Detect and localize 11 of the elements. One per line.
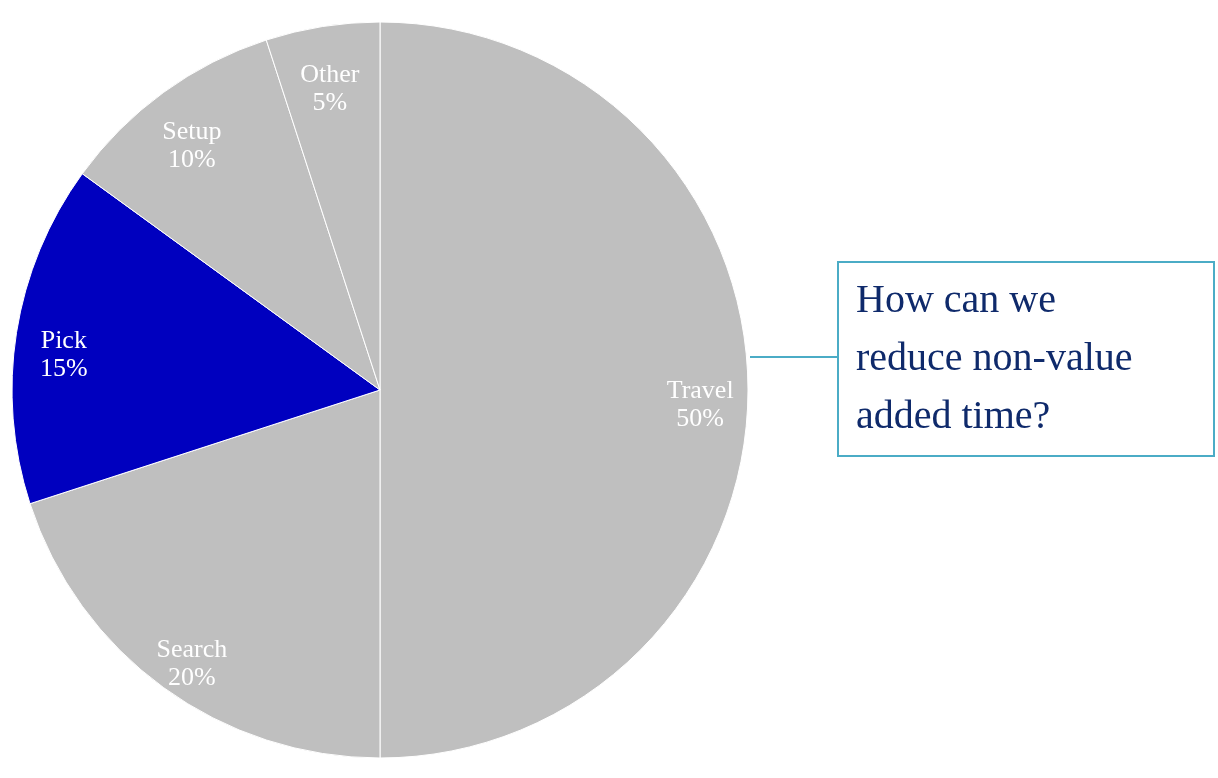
data-label: 50%: [676, 403, 724, 432]
slice-label: Pick: [40, 324, 87, 354]
slice-label: Other: [300, 58, 360, 88]
data-label: 5%: [312, 86, 348, 116]
slice-label: Setup: [162, 115, 222, 145]
text: How can we reduce non-value added time?: [856, 276, 1133, 437]
data-label: 15%: [39, 352, 88, 382]
data-label: 10%: [167, 143, 216, 173]
data-label: 20%: [167, 662, 216, 692]
slice-label: Search: [156, 634, 228, 664]
slice-label: Travel: [666, 375, 734, 404]
